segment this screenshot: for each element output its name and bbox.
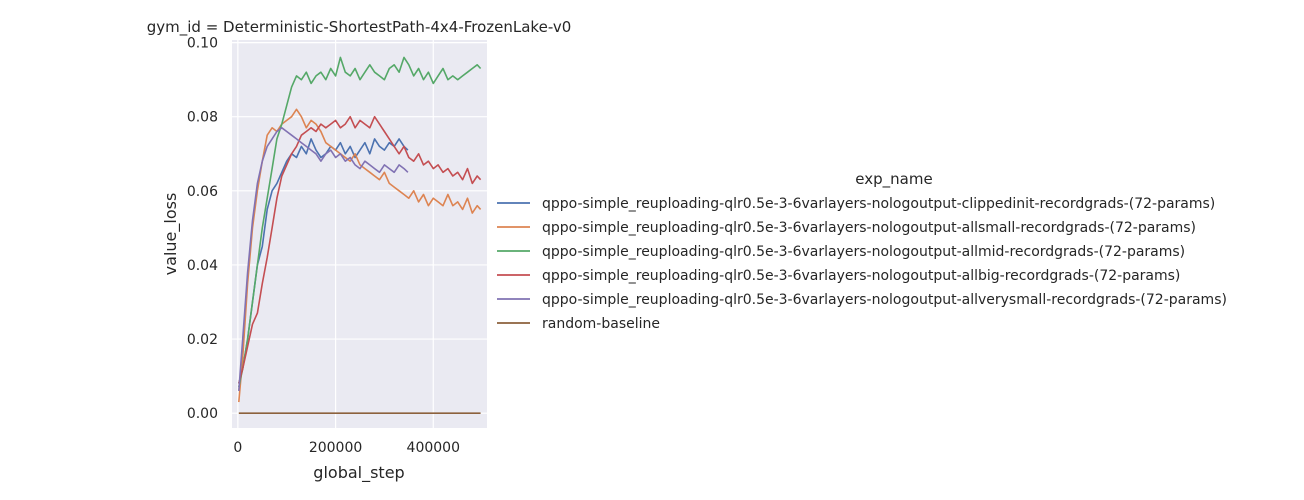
legend-title: exp_name (855, 170, 932, 189)
plot-background (232, 40, 487, 428)
x-axis-label: global_step (313, 463, 404, 483)
y-tick-label: 0.08 (187, 110, 218, 126)
y-tick-label: 0.00 (187, 406, 218, 422)
x-tick-label: 0 (233, 440, 242, 456)
series-layer (238, 56, 482, 415)
legend-entry-1: qppo-simple_reuploading-qlr0.5e-3-6varla… (542, 220, 1196, 236)
series-line-0 (238, 138, 409, 384)
series-line-2 (238, 56, 482, 388)
x-tick-label: 200000 (309, 440, 362, 456)
legend-entry-3: qppo-simple_reuploading-qlr0.5e-3-6varla… (542, 268, 1180, 284)
series-line-4 (238, 127, 409, 391)
y-tick-label: 0.02 (187, 332, 218, 348)
y-tick-label: 0.10 (187, 36, 218, 52)
y-axis-ticks: 0.00 0.02 0.04 0.06 0.08 0.10 (187, 36, 218, 423)
y-tick-label: 0.06 (187, 184, 218, 200)
series-line-3 (238, 115, 482, 384)
chart-title: gym_id = Deterministic-ShortestPath-4x4-… (147, 18, 572, 37)
x-tick-label: 400000 (407, 440, 460, 456)
legend-entry-0: qppo-simple_reuploading-qlr0.5e-3-6varla… (542, 196, 1215, 212)
legend-entry-2: qppo-simple_reuploading-qlr0.5e-3-6varla… (542, 244, 1185, 260)
series-line-1 (238, 108, 482, 403)
y-tick-label: 0.04 (187, 258, 218, 274)
legend: exp_name qppo-simple_reuploading-qlr0.5e… (497, 170, 1227, 332)
legend-entry-4: qppo-simple_reuploading-qlr0.5e-3-6varla… (542, 292, 1227, 308)
x-axis-ticks: 0 200000 400000 (233, 440, 460, 456)
legend-entry-5: random-baseline (542, 316, 660, 332)
y-axis-label: value_loss (161, 193, 181, 276)
